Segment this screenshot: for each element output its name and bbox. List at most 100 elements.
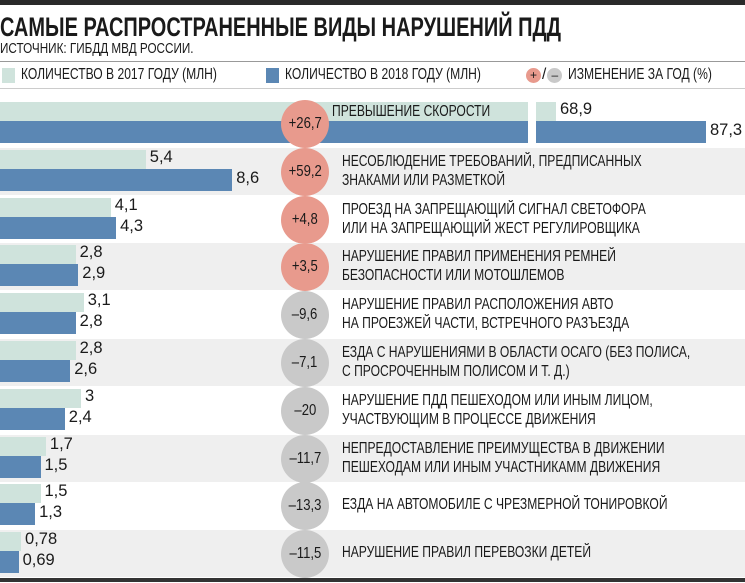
bottom-rule: [0, 578, 745, 582]
bar-2018: [0, 121, 528, 143]
value-2017: 5,4: [149, 147, 173, 166]
divider: [0, 88, 745, 89]
value-2018: 4,3: [120, 216, 144, 235]
bar-2017: [0, 149, 146, 169]
value-2017: 3: [85, 386, 95, 405]
category-label: НЕПРЕДОСТАВЛЕНИЕ ПРЕИМУЩЕСТВА В ДВИЖЕНИИ…: [342, 439, 745, 477]
value-2018: 2,8: [79, 312, 103, 331]
change-badge: +3,5: [281, 243, 329, 292]
category-label-line: НЕСОБЛЮДЕНИЕ ТРЕБОВАНИЙ, ПРЕДПИСАННЫХ: [342, 152, 642, 170]
chart-title: САМЫЕ РАСПРОСТРАНЕННЫЕ ВИДЫ НАРУШЕНИЙ ПД…: [0, 12, 745, 43]
bar-2018: [0, 264, 79, 287]
change-badge: –20: [281, 386, 329, 435]
category-label: ПРЕВЫШЕНИЕ СКОРОСТИ: [332, 102, 535, 121]
change-value: –11,7: [289, 449, 321, 467]
bar-2017: [0, 102, 528, 121]
category-label-line: НА ПРОЕЗЖЕЙ ЧАСТИ, ВСТРЕЧНОГО РАЗЪЕЗДА: [342, 315, 630, 333]
category-label: НАРУШЕНИЕ ПРАВИЛ ПЕРЕВОЗКИ ДЕТЕЙ: [342, 543, 661, 562]
chart-row: 5,4 8,6 +59,2 НЕСОБЛЮДЕНИЕ ТРЕБОВАНИЙ, ПРЕД…: [0, 147, 745, 196]
change-badge: +4,8: [281, 195, 329, 244]
chart-title-text: САМЫЕ РАСПРОСТРАНЕННЫЕ ВИДЫ НАРУШЕНИЙ ПД…: [0, 12, 561, 42]
change-value: –20: [294, 401, 316, 419]
category-label-line: НАРУШЕНИЕ ПРАВИЛ ПЕРЕВОЗКИ ДЕТЕЙ: [342, 544, 592, 562]
top-rule: [0, 0, 745, 5]
chart-row: 0,78 0,69 –11,5 НАРУШЕНИЕ ПРАВИЛ ПЕРЕВОЗКИ …: [0, 530, 745, 579]
bar-2018: [0, 551, 19, 574]
change-value: +4,8: [292, 210, 318, 228]
chart-row: 1,7 1,5 –11,7 НЕПРЕДОСТАВЛЕНИЕ ПРЕИМУЩЕСТВА…: [0, 434, 745, 483]
category-label-line: БЕЗОПАСНОСТИ ИЛИ МОТОШЛЕМОВ: [342, 267, 565, 285]
change-value: –7,1: [292, 354, 318, 371]
value-2017: 2,8: [79, 339, 103, 357]
value-2018: 0,69: [22, 551, 55, 570]
change-badge: –11,7: [281, 434, 329, 483]
change-value: +26,7: [288, 115, 322, 132]
category-label: НАРУШЕНИЕ ПРАВИЛ РАСПОЛОЖЕНИЯ АВТО НА ПРО…: [342, 295, 710, 333]
bar-2018: [0, 216, 117, 239]
category-label-line: ЗНАКАМИ ИЛИ РАЗМЕТКОЙ: [342, 171, 506, 189]
value-2018: 2,9: [82, 264, 106, 283]
source-text: ИСТОЧНИК: ГИБДД МВД РОССИИ.: [0, 40, 194, 57]
bar-2017-continued: [536, 102, 556, 121]
legend-label-change: ИЗМЕНЕНИЕ ЗА ГОД (%): [568, 66, 713, 83]
legend-2018: КОЛИЧЕСТВО В 2018 ГОДУ (МЛН): [266, 66, 536, 84]
change-badge: +59,2: [281, 147, 329, 196]
bar-2018: [0, 407, 65, 430]
category-label-line: НАРУШЕНИЕ ПРАВИЛ ПРИМЕНЕНИЯ РЕМНЕЙ: [342, 248, 616, 266]
bar-2017: [0, 484, 41, 504]
value-2017: 2,8: [79, 243, 103, 262]
category-label-line: НАРУШЕНИЕ ПДД ПЕШЕХОДОМ ИЛИ ИНЫМ ЛИЦОМ,: [342, 391, 653, 409]
change-value: –9,6: [292, 306, 318, 324]
category-label-line: НАРУШЕНИЕ ПРАВИЛ РАСПОЛОЖЕНИЯ АВТО: [342, 296, 614, 314]
chart-row: 1,5 1,3 –13,3 ЕЗДА НА АВТОМОБИЛЕ С ЧРЕЗМЕРН…: [0, 482, 745, 531]
change-value: +3,5: [292, 258, 318, 276]
change-badge: –9,6: [281, 291, 329, 340]
bar-2017: [0, 245, 76, 265]
value-2017: 1,7: [49, 434, 73, 453]
bar-2018: [0, 455, 41, 478]
bar-2017: [0, 197, 111, 217]
category-label: НАРУШЕНИЕ ПДД ПЕШЕХОДОМ ИЛИ ИНЫМ ЛИЦОМ, У…: [342, 391, 740, 429]
category-label-line: УЧАСТВУЮЩИМ В ПРОЦЕССЕ ДВИЖЕНИЯ: [342, 410, 596, 428]
category-label-line: ЕЗДА НА АВТОМОБИЛЕ С ЧРЕЗМЕРНОЙ ТОНИРОВК…: [342, 496, 668, 514]
change-badge: –13,3: [281, 482, 329, 531]
bar-2018: [0, 503, 36, 526]
legend-negative-dot: –: [547, 67, 563, 83]
legend-swatch-2017: [2, 67, 15, 83]
divider: [0, 61, 745, 62]
category-label: НАРУШЕНИЕ ПРАВИЛ ПРИМЕНЕНИЯ РЕМНЕЙ БЕЗОПА…: [342, 247, 693, 285]
value-2017: 68,9: [560, 100, 593, 118]
bar-2017: [0, 388, 81, 408]
change-value: –11,5: [289, 545, 321, 563]
change-badge: –11,5: [281, 530, 329, 579]
category-label-line: ПРОЕЗД НА ЗАПРЕЩАЮЩИЙ СИГНАЛ СВЕТОФОРА: [342, 200, 646, 218]
value-2017: 1,5: [44, 482, 68, 501]
category-label-line: ПРЕВЫШЕНИЕ СКОРОСТИ: [332, 103, 491, 120]
source-note: ИСТОЧНИК: ГИБДД МВД РОССИИ.: [0, 40, 248, 57]
value-2017: 3,1: [87, 291, 111, 310]
legend-2017: КОЛИЧЕСТВО В 2017 ГОДУ (МЛН): [2, 66, 272, 84]
value-2017: 4,1: [114, 195, 138, 214]
legend-change: + / – ИЗМЕНЕНИЕ ЗА ГОД (%): [526, 66, 745, 84]
value-2018: 8,6: [236, 168, 260, 187]
category-label-line: ИЛИ НА ЗАПРЕЩАЮЩИЙ ЖЕСТ РЕГУЛИРОВЩИКА: [342, 219, 640, 237]
change-value: –13,3: [288, 497, 322, 515]
legend-positive-dot: +: [526, 67, 541, 83]
category-label: ЕЗДА С НАРУШЕНИЯМИ В ОБЛАСТИ ОСАГО (БЕЗ …: [342, 343, 745, 381]
chart-row: 2,8 2,6 –7,1 ЕЗДА С НАРУШЕНИЯМИ В ОБЛАСТИ О…: [0, 339, 745, 387]
category-label: ЕЗДА НА АВТОМОБИЛЕ С ЧРЕЗМЕРНОЙ ТОНИРОВК…: [342, 495, 745, 514]
category-label: ПРОЕЗД НА ЗАПРЕЩАЮЩИЙ СИГНАЛ СВЕТОФОРА ИЛ…: [342, 200, 731, 238]
change-badge: +26,7: [281, 100, 329, 148]
bar-2017: [0, 436, 46, 456]
category-label-line: ЕЗДА С НАРУШЕНИЯМИ В ОБЛАСТИ ОСАГО (БЕЗ …: [342, 344, 691, 361]
value-2017: 0,78: [25, 530, 58, 549]
value-2018: 1,3: [39, 503, 63, 522]
legend-slash: /: [542, 66, 547, 83]
chart-row: 3 2,4 –20 НАРУШЕНИЕ ПДД ПЕШЕХОДОМ ИЛИ ИНЫМ …: [0, 386, 745, 435]
value-2018: 87,3: [710, 121, 743, 139]
category-label-line: ПЕШЕХОДАМ ИЛИ ИНЫМ УЧАСТНИКАММ ДВИЖЕНИЯ: [342, 458, 661, 476]
chart-row: 68,9 87,3 +26,7 ПРЕВЫШЕНИЕ СКОРОСТИ: [0, 100, 745, 148]
value-2018: 1,5: [44, 455, 68, 474]
category-label-line: НЕПРЕДОСТАВЛЕНИЕ ПРЕИМУЩЕСТВА В ДВИЖЕНИИ: [342, 439, 665, 457]
change-badge: –7,1: [281, 339, 329, 387]
